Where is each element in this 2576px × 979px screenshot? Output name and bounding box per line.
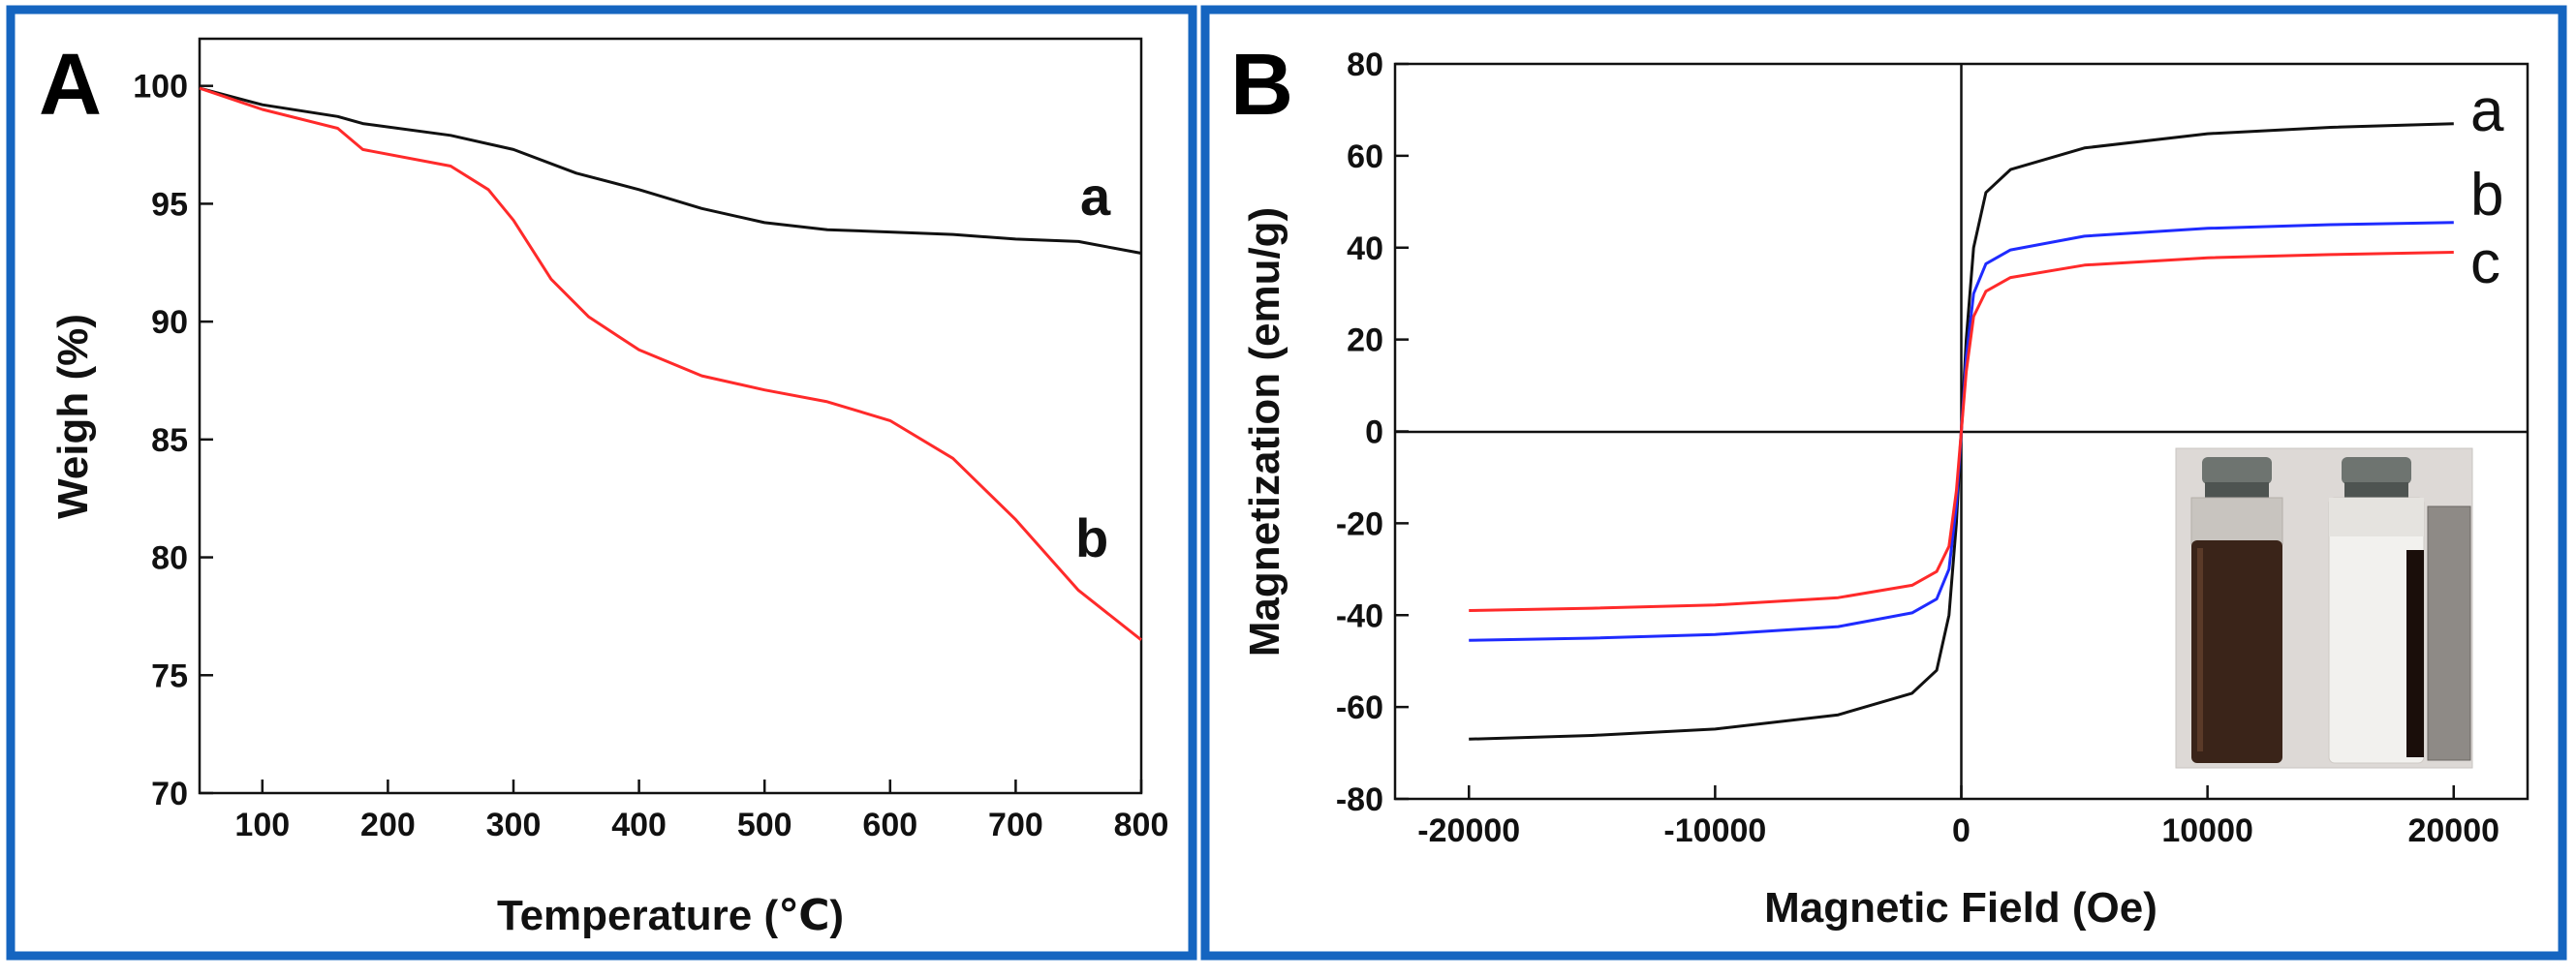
panel-b-series-c bbox=[1469, 251, 2454, 612]
panel-b-xtick-label: 10000 bbox=[2161, 812, 2253, 849]
panel-a-curve-label-a: a bbox=[1080, 166, 1111, 227]
panel-a-frame bbox=[6, 5, 1197, 961]
panel-b-xtick-label: 20000 bbox=[2407, 812, 2499, 849]
panel-b-xtick-label: -20000 bbox=[1417, 812, 1520, 849]
magnet bbox=[2427, 505, 2471, 761]
panel-a-ytick-label: 75 bbox=[151, 658, 188, 694]
panel-b-ytick-label: 80 bbox=[1347, 46, 1383, 83]
panel-a-series-a bbox=[199, 86, 1142, 255]
panel-b-ytick-label: -40 bbox=[1336, 597, 1383, 634]
panel-a-curve-label-b: b bbox=[1075, 507, 1108, 568]
panel-a: A 100 200 300 400 500 600 700 80070758085909510… bbox=[39, 37, 1168, 939]
panel-a-xtick-label: 400 bbox=[611, 807, 667, 843]
panel-b-curve-label-b: b bbox=[2470, 162, 2503, 229]
panel-b-ytick-label: 40 bbox=[1347, 230, 1383, 267]
panel-b-ytick-label: 0 bbox=[1365, 414, 1383, 451]
panel-a-ytick-label: 80 bbox=[151, 540, 188, 577]
panel-b-curve-label-a: a bbox=[2470, 77, 2504, 144]
panel-a-series-b bbox=[199, 86, 1142, 641]
panel-b-series bbox=[1469, 122, 2454, 741]
panel-b-letter: B bbox=[1230, 37, 1293, 134]
vial-separated bbox=[2328, 457, 2425, 764]
panel-b-xtick-label: -10000 bbox=[1663, 812, 1766, 849]
panel-b-ytick-label: 60 bbox=[1347, 138, 1383, 175]
panel-a-ticks: 100 200 300 400 500 600 700 800 70 75 80 85 90 95 100 bbox=[133, 69, 1168, 843]
panel-b-ytick-label: 20 bbox=[1347, 322, 1383, 359]
panel-b-xlabel: Magnetic Field (Oe) bbox=[1764, 884, 2157, 932]
panel-b-ylabel: Magnetization (emu/g) bbox=[1241, 207, 1288, 657]
panel-a-ytick-label: 85 bbox=[151, 422, 188, 459]
panel-a-xtick-label: 100 bbox=[234, 807, 290, 843]
panel-a-series bbox=[199, 86, 1142, 641]
panel-b-ticks: -20000 -10000 0 10000 20000 -80 -60 -40 -20 0 20 40… bbox=[1336, 46, 2499, 849]
panel-a-letter: A bbox=[39, 37, 102, 134]
panel-a-xtick-label: 800 bbox=[1114, 807, 1169, 843]
panel-b: B -20000 -10000 0 10000 20000 -80 -60 -40 -20 0 20… bbox=[1230, 37, 2529, 932]
panel-a-ytick-label: 90 bbox=[151, 304, 188, 341]
panel-b-ytick-label: -20 bbox=[1336, 505, 1383, 542]
panel-a-xtick-label: 700 bbox=[988, 807, 1043, 843]
panel-a-plot-area bbox=[198, 37, 1143, 795]
panel-b-ytick-label: -60 bbox=[1336, 689, 1383, 726]
panel-b-curve-label-c: c bbox=[2470, 229, 2500, 296]
panel-a-xlabel: Temperature (℃) bbox=[497, 892, 844, 939]
panel-b-ytick-label: -80 bbox=[1336, 781, 1383, 818]
panel-a-xtick-label: 300 bbox=[486, 807, 542, 843]
inset-photo bbox=[2175, 447, 2473, 769]
panel-a-ytick-label: 100 bbox=[133, 69, 188, 106]
vial-dispersed bbox=[2190, 457, 2283, 763]
panel-a-xtick-label: 500 bbox=[737, 807, 792, 843]
panel-a-ylabel: Weigh (%) bbox=[49, 314, 97, 519]
panel-a-xtick-label: 200 bbox=[360, 807, 416, 843]
panel-a-ytick-label: 95 bbox=[151, 186, 188, 223]
panel-a-ytick-label: 70 bbox=[151, 776, 188, 812]
panel-b-frame bbox=[1200, 5, 2567, 961]
panel-a-xtick-label: 600 bbox=[862, 807, 917, 843]
panel-b-xtick-label: 0 bbox=[1952, 812, 1971, 849]
